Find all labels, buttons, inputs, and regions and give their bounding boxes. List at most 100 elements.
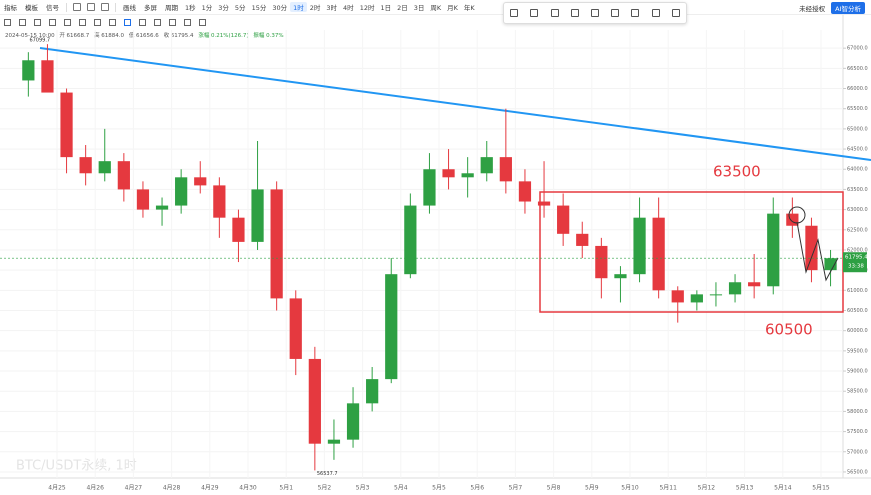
draw-tool[interactable] [671,9,680,17]
y-tick-label: 62500.0 [847,227,868,233]
x-tick-label: 4月26 [86,485,104,492]
tool-icon[interactable] [49,18,56,26]
timeframe[interactable]: 15分 [251,4,267,12]
candle-body [60,92,73,158]
timeframes: 1秒 1分 3分 5分 15分 30分 1时 2时 3时 4时 12时 1日 2日 3日 周K 月K 年K [182,2,478,12]
candle-body [385,274,398,380]
draw-tool[interactable] [611,9,620,17]
tool-icon[interactable] [64,18,71,26]
candle-body [518,181,532,202]
candle-body [614,274,627,279]
x-tick-label: 5月11 [659,485,677,492]
info-item: 高 61884.0 [94,33,125,39]
timeframe[interactable]: 1秒 [185,4,196,12]
x-tick-label: 5月5 [432,485,446,492]
ai-button[interactable]: AI智分析 [831,2,865,14]
annotation: 63500 [713,163,761,181]
candle-body [748,282,761,287]
tool-icon[interactable] [139,18,146,26]
y-tick-label: 67000.0 [847,46,868,52]
y-tick-label: 66500.0 [847,66,868,72]
candle-body [786,213,799,226]
timeframe[interactable]: 3分 [218,4,229,12]
candle-body [232,217,245,242]
candle-body [251,189,264,242]
timeframe[interactable]: 年K [463,4,475,12]
x-tick-label: 5月8 [547,485,561,492]
tool-icon[interactable] [109,18,116,26]
menu[interactable]: 指标 [4,4,17,12]
tool-icon[interactable] [94,18,101,26]
timeframe[interactable]: 4时 [343,4,354,12]
candle-body [805,225,818,271]
draw-tool[interactable] [631,9,640,17]
candle-body [194,177,207,186]
tool-icon[interactable] [79,18,86,26]
watermark: BTC/USDT永续, 1时 [16,459,137,474]
tool-icon[interactable] [154,18,161,26]
candle-body [136,189,150,210]
timeframe[interactable]: 3日 [413,4,425,12]
y-tick-label: 63500.0 [847,187,868,193]
tool-icon[interactable] [124,18,131,26]
timeframe[interactable]: 1分 [201,4,213,12]
draw-tool[interactable] [550,9,559,17]
menu[interactable]: 多屏 [144,4,157,12]
menu[interactable]: 周期 [165,4,178,12]
candle-body [289,298,302,359]
candle-body [346,403,360,440]
candle-body [499,157,512,182]
draw-tool[interactable] [590,9,599,17]
candle-body [690,294,703,303]
tool-icon[interactable] [184,18,191,26]
annotation: 60500 [765,321,813,339]
tool-icon[interactable] [73,3,81,11]
secondary-toolbar [0,15,210,29]
timeframe[interactable]: 2时 [309,4,321,12]
y-tick-label: 57000.0 [847,449,868,455]
timeframe[interactable]: 30分 [272,4,288,12]
draw-tool[interactable] [510,9,519,17]
tool-icon[interactable] [19,18,26,26]
y-tick-label: 65500.0 [847,106,868,112]
tool-icon[interactable] [87,3,95,11]
tool-icon[interactable] [101,3,109,11]
candle-body [633,217,646,275]
x-tick-label: 5月15 [812,485,830,492]
x-tick-label: 5月10 [621,485,639,492]
candle-body [767,213,780,287]
tool-icon[interactable] [34,18,41,26]
price-tag [843,252,867,273]
x-tick-label: 4月30 [239,485,257,492]
tool-icon[interactable] [199,18,206,26]
timeframe[interactable]: 3时 [326,4,338,12]
menu[interactable]: 模板 [25,4,38,12]
y-tick-label: 64500.0 [847,147,868,153]
timeframe[interactable]: 1时 [290,2,307,12]
timeframe[interactable]: 1日 [380,4,392,12]
candle-body [461,173,474,178]
candle-body [824,258,837,271]
candle-body [155,205,169,210]
x-tick-label: 5月4 [394,485,408,492]
draw-tool[interactable] [530,9,539,17]
menu[interactable]: 信号 [46,4,59,12]
draw-tool[interactable] [651,9,660,17]
candle-body [366,379,379,404]
tool-icon[interactable] [4,18,11,26]
user[interactable]: 未经授权 [799,5,826,13]
candle-body [327,439,341,444]
timeframe[interactable]: 2日 [397,4,408,12]
candle-body [79,157,92,174]
timeframe[interactable]: 月K [447,4,458,12]
x-tick-label: 4月28 [163,485,181,492]
timeframe[interactable]: 5分 [234,4,246,12]
x-tick-label: 5月13 [736,485,754,492]
tool-icon[interactable] [169,18,176,26]
timeframe[interactable]: 12时 [359,4,375,12]
info-item: 收 61795.4 [163,33,194,39]
timeframe[interactable]: 周K [430,4,442,12]
menu[interactable]: 画线 [123,4,136,12]
draw-tool[interactable] [570,9,579,17]
candle-body [709,294,723,296]
